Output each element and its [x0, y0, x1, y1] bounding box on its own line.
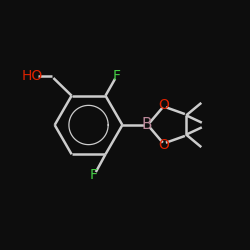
- Text: HO: HO: [22, 69, 43, 83]
- Text: F: F: [112, 69, 120, 83]
- Text: F: F: [90, 168, 98, 182]
- Text: O: O: [158, 98, 170, 112]
- Text: O: O: [158, 138, 170, 151]
- Text: B: B: [142, 118, 152, 132]
